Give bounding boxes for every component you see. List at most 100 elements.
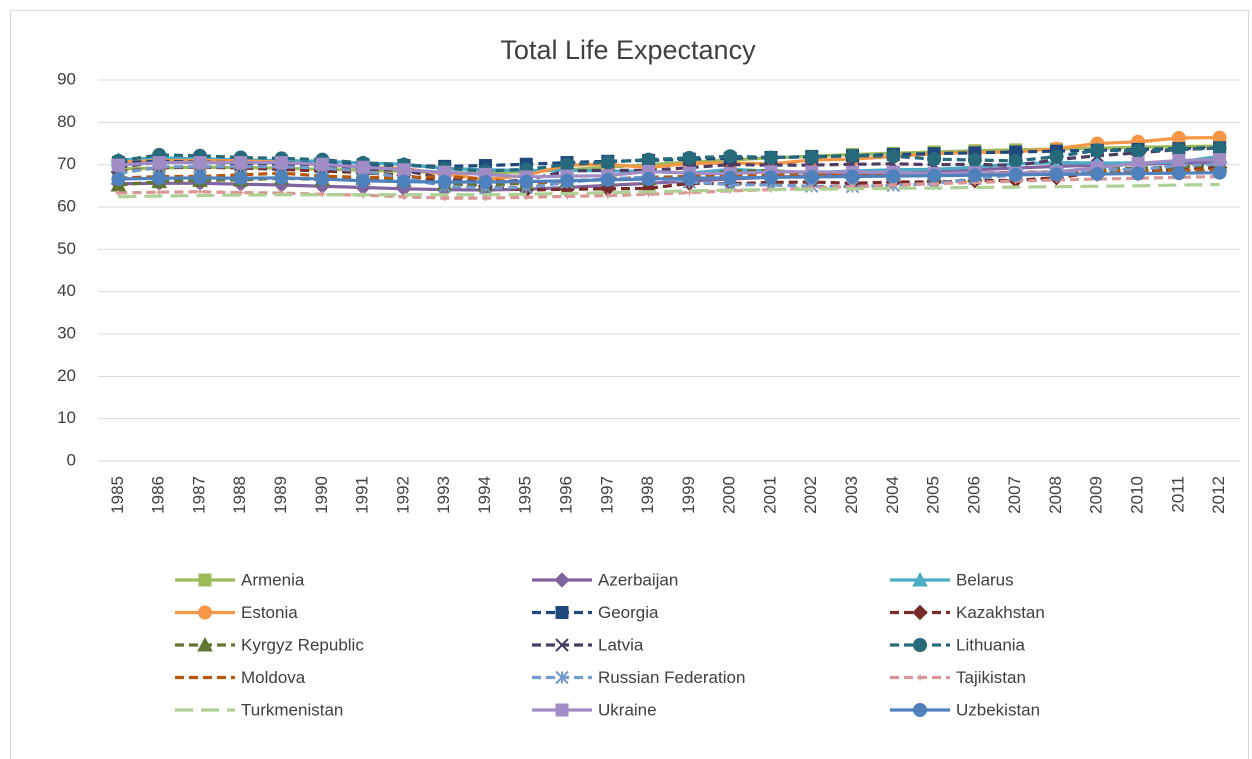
x-tick-label: 2008 bbox=[1046, 476, 1065, 514]
marker bbox=[1172, 153, 1186, 167]
marker bbox=[763, 170, 778, 185]
y-tick-label: 90 bbox=[57, 69, 76, 88]
marker bbox=[912, 571, 928, 587]
marker bbox=[686, 189, 693, 196]
legend-entry: Turkmenistan bbox=[175, 700, 343, 719]
marker bbox=[111, 158, 125, 172]
marker bbox=[1171, 166, 1186, 181]
series-line bbox=[118, 160, 1220, 192]
series bbox=[111, 165, 1227, 190]
legend-entry: Russian Federation bbox=[532, 668, 745, 687]
legend-entry: Lithuania bbox=[890, 635, 1026, 654]
marker bbox=[682, 171, 697, 186]
legend-label: Georgia bbox=[598, 603, 659, 622]
x-tick-label: 1991 bbox=[353, 476, 372, 514]
y-tick-label: 70 bbox=[57, 154, 76, 173]
marker bbox=[356, 160, 370, 174]
marker bbox=[967, 153, 982, 168]
marker bbox=[315, 157, 329, 171]
x-tick-label: 1985 bbox=[108, 476, 127, 514]
marker bbox=[400, 193, 407, 200]
y-tick-label: 40 bbox=[57, 281, 76, 300]
y-tick-label: 50 bbox=[57, 239, 76, 258]
legend-entry: Uzbekistan bbox=[890, 700, 1040, 719]
chart-frame bbox=[10, 10, 1249, 759]
x-tick-label: 2009 bbox=[1087, 476, 1106, 514]
x-tick-label: 1998 bbox=[638, 476, 657, 514]
marker bbox=[804, 150, 819, 165]
marker bbox=[234, 156, 248, 170]
x-tick-label: 2007 bbox=[1005, 476, 1024, 514]
marker bbox=[1049, 149, 1064, 164]
legend-label: Lithuania bbox=[956, 635, 1026, 654]
marker bbox=[917, 674, 923, 681]
x-tick-label: 1999 bbox=[679, 476, 698, 514]
marker bbox=[198, 573, 212, 587]
y-tick-label: 10 bbox=[57, 408, 76, 427]
marker bbox=[1090, 166, 1105, 181]
series-line bbox=[118, 182, 1220, 199]
marker bbox=[519, 174, 534, 189]
legend-label: Ukraine bbox=[598, 700, 657, 719]
x-tick-label: 1997 bbox=[597, 476, 616, 514]
marker bbox=[554, 572, 570, 588]
x-tick-label: 1990 bbox=[312, 476, 331, 514]
x-tick-label: 1989 bbox=[271, 476, 290, 514]
x-tick-label: 2000 bbox=[720, 476, 739, 514]
marker bbox=[604, 192, 611, 199]
marker bbox=[237, 189, 244, 196]
legend-entry: Kazakhstan bbox=[890, 603, 1045, 622]
marker bbox=[319, 191, 326, 198]
marker bbox=[315, 172, 330, 187]
legend-label: Kyrgyz Republic bbox=[241, 635, 364, 654]
marker bbox=[111, 172, 126, 187]
series-line bbox=[118, 146, 1220, 173]
x-tick-label: 1992 bbox=[393, 476, 412, 514]
marker bbox=[115, 190, 122, 197]
marker bbox=[555, 703, 569, 717]
x-tick-label: 2004 bbox=[883, 476, 902, 514]
marker bbox=[1090, 143, 1105, 158]
series-line bbox=[118, 157, 1220, 179]
marker bbox=[845, 148, 860, 163]
legend-label: Tajikistan bbox=[956, 668, 1026, 687]
legend-entry: Latvia bbox=[532, 635, 644, 654]
marker bbox=[641, 152, 656, 167]
marker bbox=[845, 169, 860, 184]
marker bbox=[912, 604, 928, 621]
legend-entry: Ukraine bbox=[532, 700, 657, 719]
y-tick-label: 20 bbox=[57, 366, 76, 385]
y-tick-label: 30 bbox=[57, 323, 76, 342]
marker bbox=[763, 150, 778, 165]
series bbox=[118, 182, 1220, 199]
x-tick-label: 1988 bbox=[230, 476, 249, 514]
x-tick-label: 1994 bbox=[475, 476, 494, 514]
marker bbox=[886, 149, 901, 164]
x-tick-label: 2002 bbox=[801, 476, 820, 514]
series-line bbox=[118, 165, 1220, 192]
marker bbox=[156, 189, 163, 196]
marker bbox=[913, 703, 927, 717]
legend-label: Russian Federation bbox=[598, 668, 745, 687]
legend-label: Armenia bbox=[241, 570, 305, 589]
legend-label: Azerbaijan bbox=[598, 570, 678, 589]
marker bbox=[600, 155, 615, 170]
marker bbox=[555, 670, 569, 685]
legend-entry: Tajikistan bbox=[890, 668, 1026, 687]
legend-label: Latvia bbox=[598, 635, 644, 654]
marker bbox=[1131, 166, 1146, 181]
x-tick-label: 1986 bbox=[149, 476, 168, 514]
x-tick-label: 2005 bbox=[924, 476, 943, 514]
marker bbox=[1131, 143, 1146, 158]
legend-label: Estonia bbox=[241, 603, 298, 622]
x-tick-label: 2003 bbox=[842, 476, 861, 514]
marker bbox=[600, 172, 615, 187]
x-tick-label: 2012 bbox=[1209, 476, 1228, 514]
marker bbox=[1008, 153, 1023, 168]
marker bbox=[723, 170, 738, 185]
marker bbox=[1212, 141, 1227, 156]
marker bbox=[927, 168, 942, 183]
x-tick-label: 2001 bbox=[760, 476, 779, 514]
marker bbox=[397, 163, 411, 177]
